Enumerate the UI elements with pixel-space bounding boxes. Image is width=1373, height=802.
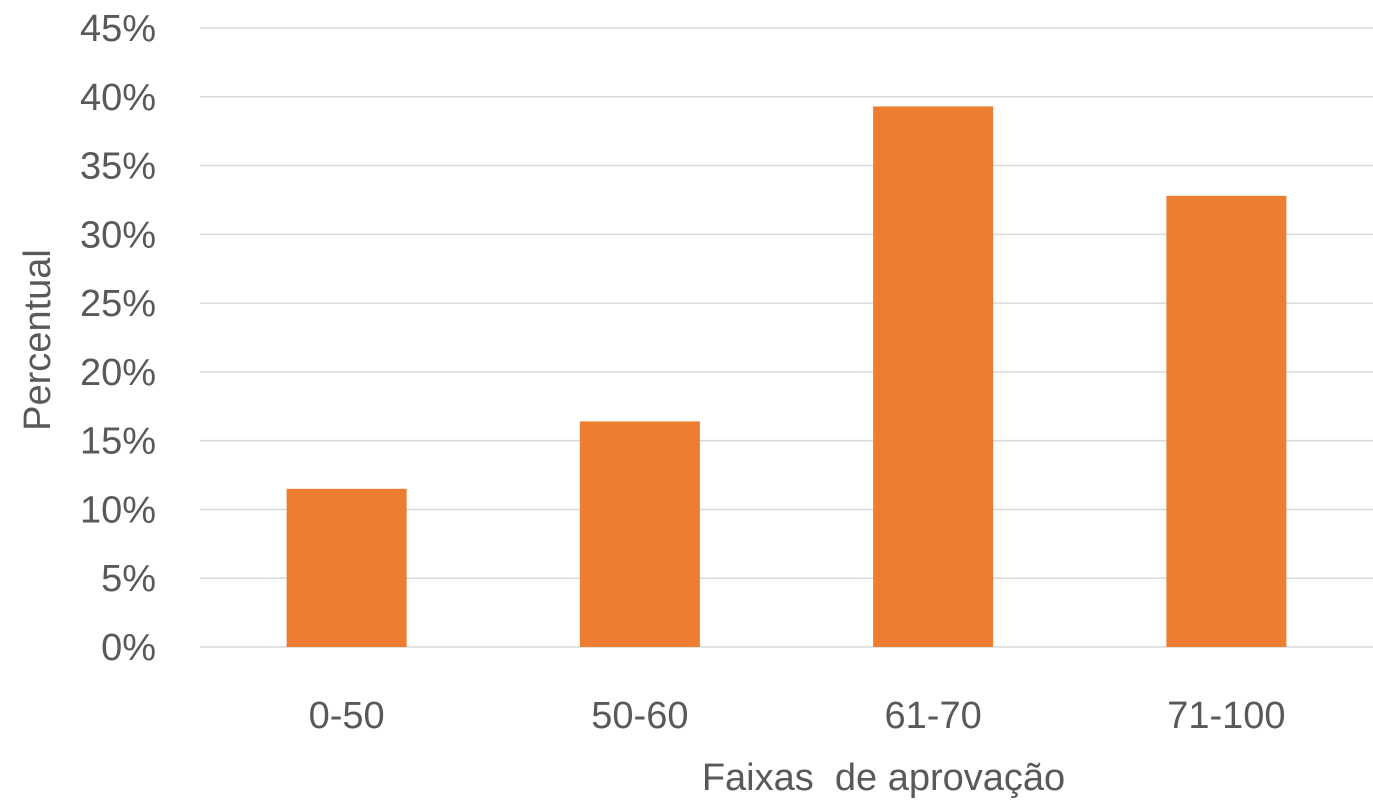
y-tick-label: 0%: [101, 627, 156, 669]
y-axis-ticks: 0% 5% 10% 15% 20% 25% 30% 35% 40% 45%: [80, 8, 156, 669]
bar-50-60: [579, 421, 700, 647]
y-tick-label: 40%: [80, 77, 156, 119]
bar-71-100: [1166, 195, 1287, 647]
y-tick-label: 15%: [80, 421, 156, 463]
y-tick-label: 20%: [80, 352, 156, 394]
x-axis-ticks: 0-50 50-60 61-70 71-100: [309, 695, 1286, 737]
y-tick-label: 35%: [80, 146, 156, 188]
x-tick-label: 61-70: [885, 695, 982, 737]
x-tick-label: 50-60: [591, 695, 688, 737]
bar-0-50: [286, 488, 407, 647]
x-tick-label: 71-100: [1167, 695, 1285, 737]
bars: [286, 106, 1287, 647]
bar-61-70: [873, 106, 994, 647]
y-tick-label: 5%: [101, 558, 156, 600]
x-tick-label: 0-50: [309, 695, 385, 737]
y-axis-title: Percentual: [17, 249, 59, 431]
y-tick-label: 30%: [80, 214, 156, 256]
y-tick-label: 45%: [80, 8, 156, 50]
x-axis-title: Faixas de aprovação: [702, 757, 1065, 799]
y-tick-label: 10%: [80, 489, 156, 531]
y-tick-label: 25%: [80, 283, 156, 325]
